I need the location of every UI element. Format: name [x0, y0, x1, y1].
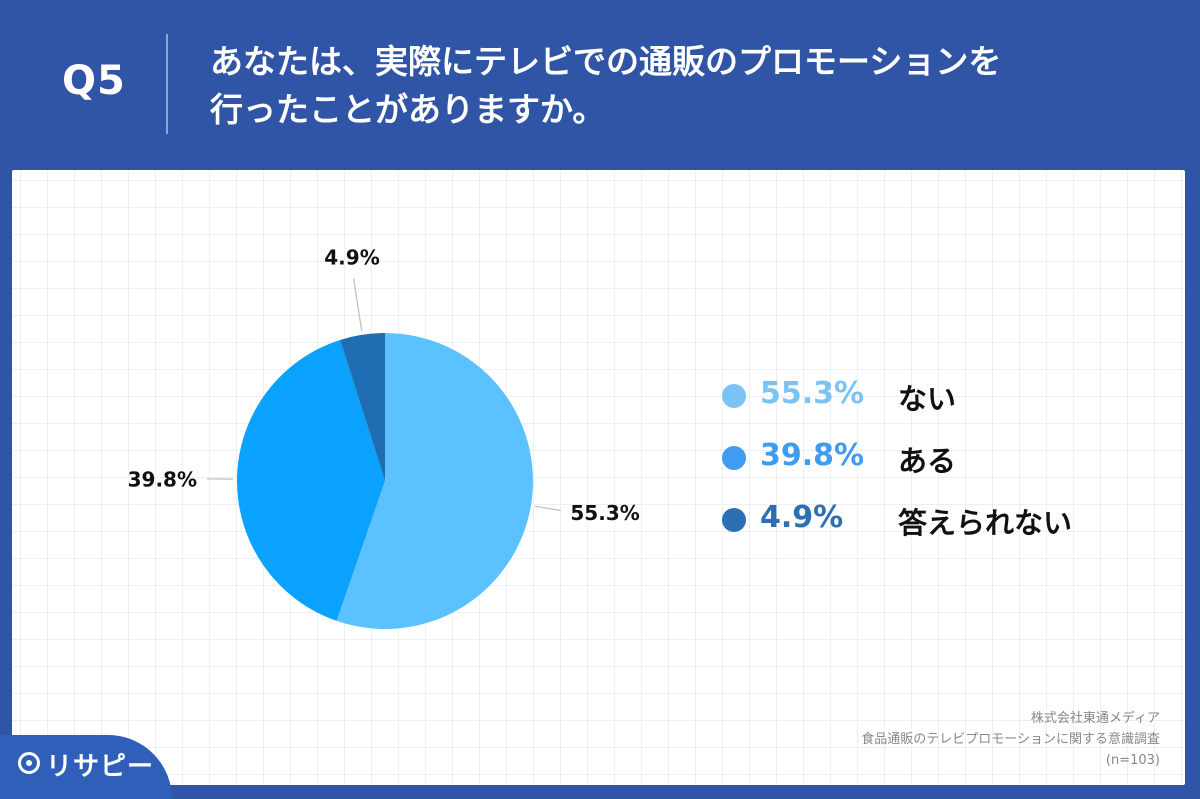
header: Q5 あなたは、実際にテレビでの通販のプロモーションを 行ったことがありますか。 [0, 0, 1200, 168]
pie-slice-2 [340, 333, 385, 481]
source-sample: (n=103) [1105, 753, 1160, 768]
legend: 55.3% ない 39.8% ある 4.9% 答えられない [718, 374, 1138, 560]
legend-marker [722, 446, 746, 470]
legend-label: ある [898, 444, 957, 478]
chart-panel [12, 170, 1185, 785]
legend-label: ない [898, 382, 957, 416]
pie-data-label-2: 4.9% [324, 246, 379, 270]
header-divider [166, 34, 168, 134]
legend-item-unknown: 4.9% 答えられない [718, 498, 1138, 560]
source-survey: 食品通販のテレビプロモーションに関する意識調査 [861, 732, 1160, 747]
leader-line-0 [534, 505, 561, 512]
legend-percent: 55.3% [760, 376, 865, 411]
logo-text: リサピー [46, 752, 155, 782]
question-title-line-1: あなたは、実際にテレビでの通販のプロモーションを [210, 42, 1002, 81]
legend-marker [722, 508, 746, 532]
source-note: 株式会社東通メディア 食品通販のテレビプロモーションに関する意識調査 (n=10… [861, 708, 1160, 771]
legend-percent: 39.8% [760, 438, 865, 473]
pie-slice-1 [236, 339, 385, 621]
source-company: 株式会社東通メディア [1030, 711, 1160, 726]
question-title-line-2: 行ったことがありますか。 [210, 90, 606, 129]
pie-slice-0 [336, 333, 533, 629]
legend-percent: 4.9% [760, 500, 844, 535]
legend-item-nai: 55.3% ない [718, 374, 1138, 436]
pie-data-label-1: 39.8% [128, 468, 197, 492]
pie-data-label-0: 55.3% [570, 501, 639, 525]
legend-label: 答えられない [898, 506, 1073, 540]
leader-line-2 [353, 278, 363, 331]
legend-marker [722, 384, 746, 408]
pin-icon [18, 752, 40, 774]
legend-item-aru: 39.8% ある [718, 436, 1138, 498]
question-number: Q5 [62, 58, 126, 104]
question-title: あなたは、実際にテレビでの通販のプロモーションを 行ったことがありますか。 [210, 38, 1150, 134]
